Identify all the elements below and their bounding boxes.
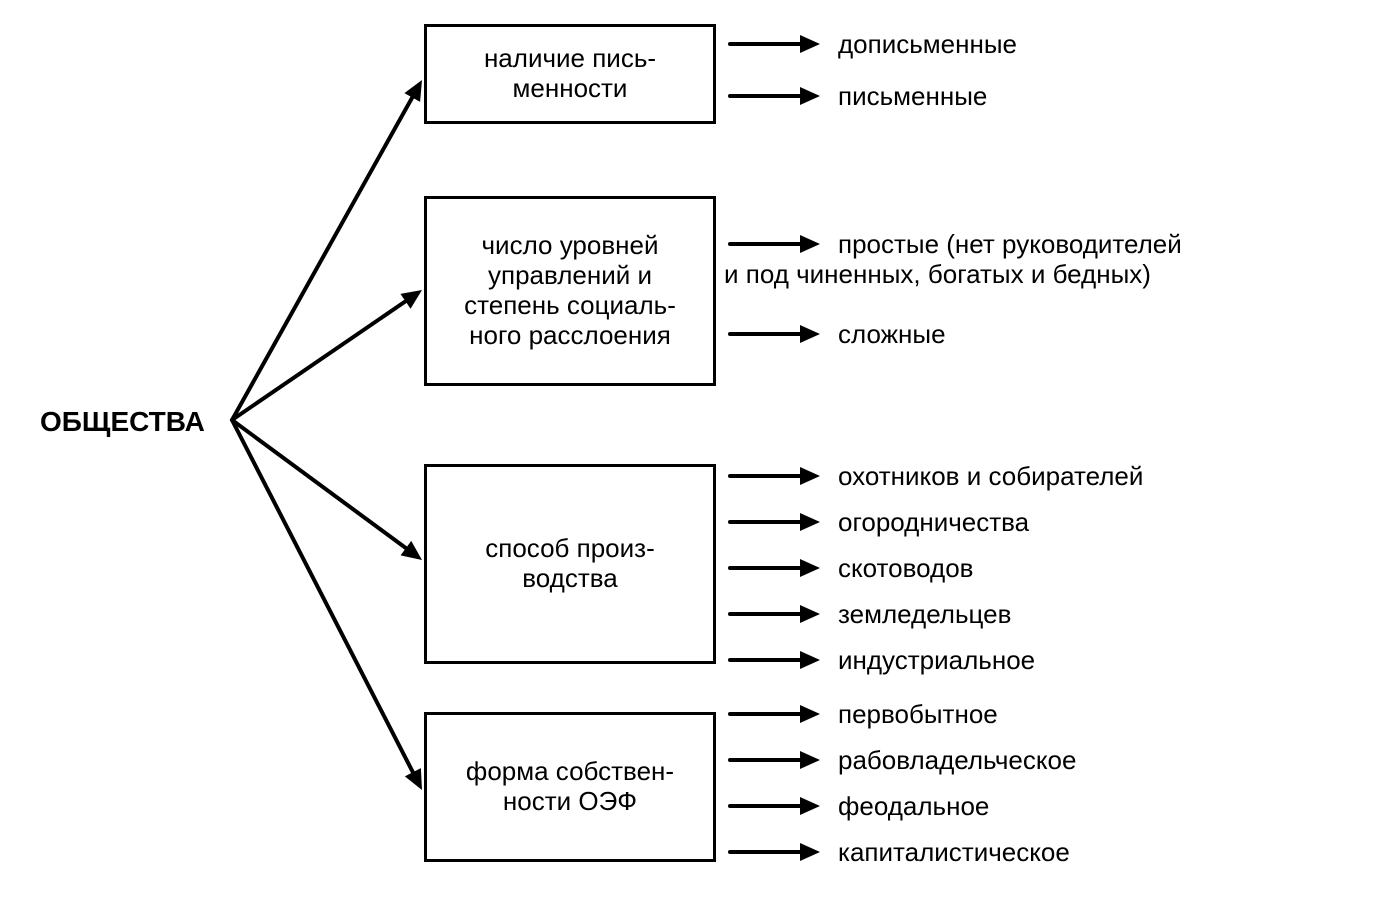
criterion-box-ownership: форма собствен- ности ОЭФ: [424, 712, 716, 862]
leaf-label: феодальное: [838, 792, 989, 822]
leaf-label: скотоводов: [838, 554, 973, 584]
leaf-label: сложные: [838, 320, 946, 350]
leaf-label: простые (нет руководителейи под чиненных…: [724, 230, 1182, 290]
criterion-box-label: способ произ- водства: [485, 534, 655, 594]
leaf-label: огородничества: [838, 508, 1029, 538]
leaf-label: письменные: [838, 82, 987, 112]
root-label: ОБЩЕСТВА: [40, 406, 205, 438]
leaf-label: земледельцев: [838, 600, 1011, 630]
criterion-box-label: форма собствен- ности ОЭФ: [466, 757, 674, 817]
leaf-label: рабовладельческое: [838, 746, 1076, 776]
criterion-box-writing: наличие пись- менности: [424, 24, 716, 124]
criterion-box-levels: число уровней управлений и степень социа…: [424, 196, 716, 386]
criterion-box-label: наличие пись- менности: [484, 44, 656, 104]
leaf-label: первобытное: [838, 700, 998, 730]
criterion-box-label: число уровней управлений и степень социа…: [464, 231, 676, 351]
leaf-label: капиталистическое: [838, 838, 1070, 868]
leaf-label: индустриальное: [838, 646, 1035, 676]
criterion-box-production: способ произ- водства: [424, 464, 716, 664]
diagram-stage: ОБЩЕСТВА наличие пись- менности число уро…: [0, 0, 1386, 902]
leaf-label: дописьменные: [838, 30, 1017, 60]
leaf-label: охотников и собирателей: [838, 462, 1143, 492]
